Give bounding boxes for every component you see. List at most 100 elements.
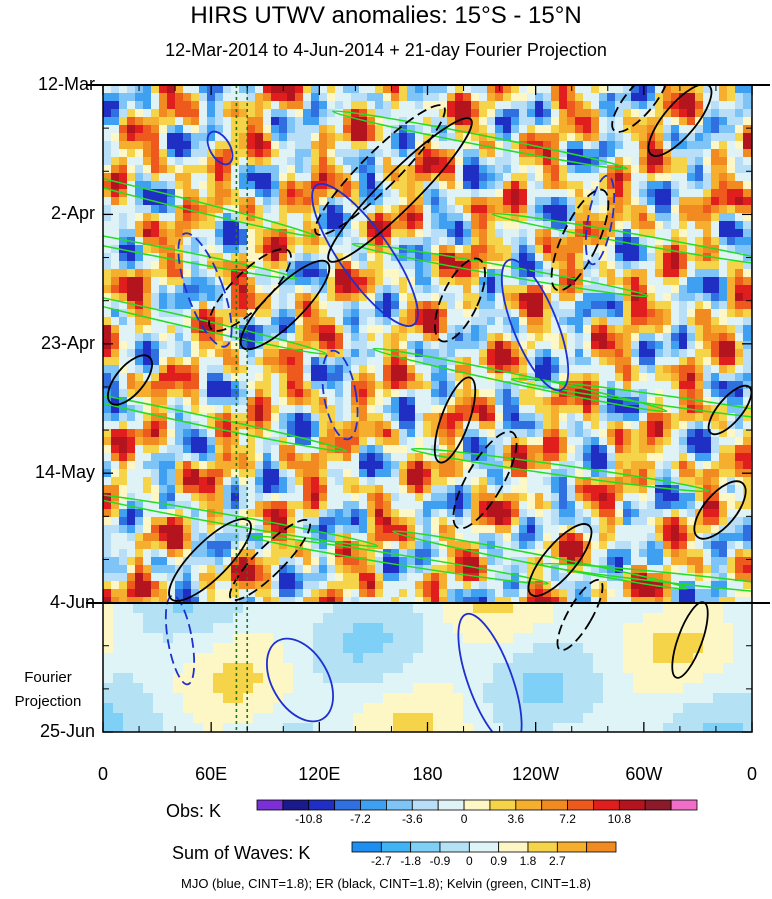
heatmap-cell [255, 533, 263, 541]
heatmap-cell [471, 229, 479, 237]
heatmap-cell [287, 365, 295, 373]
heatmap-cell [415, 565, 423, 573]
heatmap-cell [399, 189, 407, 197]
heatmap-cell [127, 277, 135, 285]
heatmap-cell [631, 173, 639, 181]
heatmap-cell [383, 525, 391, 533]
heatmap-cell [143, 429, 151, 437]
heatmap-cell [183, 373, 191, 381]
heatmap-cell [711, 421, 719, 429]
heatmap-cell [287, 469, 295, 477]
heatmap-cell [279, 381, 287, 389]
heatmap-cell [639, 469, 647, 477]
heatmap-cell [695, 309, 703, 317]
heatmap-cell [655, 269, 663, 277]
heatmap-cell [143, 501, 151, 509]
heatmap-cell [495, 285, 503, 293]
heatmap-cell [687, 373, 695, 381]
heatmap-cell [599, 101, 607, 109]
heatmap-cell [663, 453, 671, 461]
heatmap-cell [191, 277, 199, 285]
heatmap-cell [535, 205, 543, 213]
heatmap-cell [615, 533, 623, 541]
heatmap-cell [103, 293, 111, 301]
heatmap-cell [231, 317, 239, 325]
heatmap-cell [407, 405, 415, 413]
heatmap-cell [695, 269, 703, 277]
heatmap-cell [303, 533, 311, 541]
heatmap-cell [671, 405, 679, 413]
heatmap-cell [703, 221, 711, 229]
heatmap-cell [727, 109, 735, 117]
heatmap-cell [567, 133, 575, 141]
heatmap-cell [439, 509, 447, 517]
heatmap-cell [719, 421, 727, 429]
heatmap-cell [367, 397, 375, 405]
heatmap-cell [479, 405, 487, 413]
heatmap-cell [671, 277, 679, 285]
heatmap-cell [447, 501, 455, 509]
heatmap-cell [695, 245, 703, 253]
heatmap-cell [567, 501, 575, 509]
heatmap-cell [583, 477, 591, 485]
heatmap-cell [311, 245, 319, 253]
heatmap-cell [639, 85, 647, 93]
heatmap-cell [167, 525, 175, 533]
heatmap-cell [303, 253, 311, 261]
heatmap-cell [239, 389, 247, 397]
heatmap-cell [359, 317, 367, 325]
heatmap-cell [687, 237, 695, 245]
heatmap-cell [151, 421, 159, 429]
heatmap-cell [631, 445, 639, 453]
heatmap-cell [519, 461, 527, 469]
heatmap-cell [623, 301, 631, 309]
heatmap-cell [543, 525, 551, 533]
heatmap-cell [599, 429, 607, 437]
heatmap-cell [575, 357, 583, 365]
heatmap-cell [703, 189, 711, 197]
heatmap-cell [359, 229, 367, 237]
heatmap-cell [431, 149, 439, 157]
heatmap-cell [399, 357, 407, 365]
heatmap-cell [111, 165, 119, 173]
heatmap-cell [367, 541, 375, 549]
heatmap-cell [607, 533, 615, 541]
heatmap-cell [223, 389, 231, 397]
heatmap-cell [631, 413, 639, 421]
heatmap-cell [423, 557, 431, 565]
heatmap-cell [303, 397, 311, 405]
heatmap-cell [103, 541, 111, 549]
heatmap-cell [567, 405, 575, 413]
heatmap-cell [167, 189, 175, 197]
heatmap-cell [583, 397, 591, 405]
heatmap-cell [479, 213, 487, 221]
heatmap-cell [383, 437, 391, 445]
heatmap-cell [359, 357, 367, 365]
heatmap-cell [247, 293, 255, 301]
heatmap-cell [503, 133, 511, 141]
heatmap-cell [535, 485, 543, 493]
heatmap-cell [255, 269, 263, 277]
heatmap-cell [495, 149, 503, 157]
heatmap-cell [639, 397, 647, 405]
heatmap-cell [631, 373, 639, 381]
heatmap-cell [519, 365, 527, 373]
heatmap-cell [527, 421, 535, 429]
heatmap-cell [527, 181, 535, 189]
heatmap-cell [199, 557, 207, 565]
heatmap-cell [503, 269, 511, 277]
heatmap-cell [271, 373, 279, 381]
heatmap-cell [439, 333, 447, 341]
heatmap-cell [255, 413, 263, 421]
heatmap-cell [367, 405, 375, 413]
heatmap-cell [439, 245, 447, 253]
heatmap-cell [127, 413, 135, 421]
heatmap-cell [175, 101, 183, 109]
heatmap-cell [671, 501, 679, 509]
heatmap-cell [143, 173, 151, 181]
heatmap-cell [215, 325, 223, 333]
heatmap-cell [527, 165, 535, 173]
heatmap-cell [631, 309, 639, 317]
heatmap-cell [575, 293, 583, 301]
heatmap-cell [503, 125, 511, 133]
